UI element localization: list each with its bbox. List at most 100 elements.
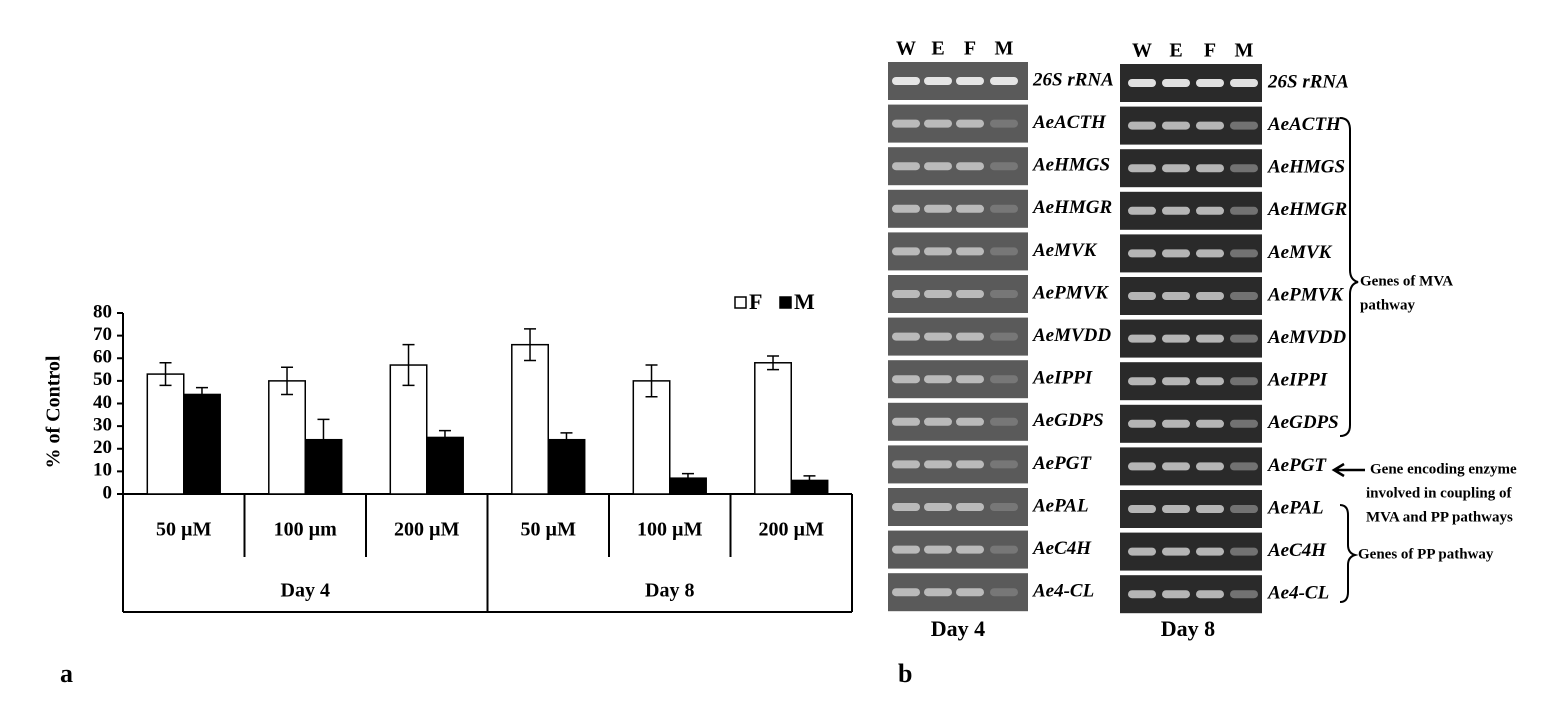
bar <box>146 373 185 495</box>
bar <box>511 343 549 495</box>
gene-label: Ae4-CL <box>1267 583 1329 604</box>
gel-band <box>892 247 920 256</box>
day-label: Day 8 <box>1161 616 1215 641</box>
gel-band <box>1162 505 1190 513</box>
gene-label: AeHMGS <box>1267 157 1345 178</box>
bar <box>268 380 306 495</box>
gene-label: AeGDPS <box>1032 410 1104 431</box>
gene-label: AeIPPI <box>1267 370 1328 391</box>
gene-label: AePMVK <box>1267 284 1344 305</box>
gel-band <box>1162 292 1190 300</box>
gel-band <box>1196 419 1224 428</box>
error-bar <box>159 362 172 387</box>
gel-band <box>924 204 952 213</box>
gene-label: AeACTH <box>1267 114 1342 135</box>
gel-band <box>956 332 984 341</box>
error-bar <box>767 355 780 371</box>
y-tick-label: 30 <box>93 414 112 435</box>
gel-band <box>1162 590 1190 599</box>
lane-label: M <box>1235 40 1254 62</box>
gel-band <box>892 460 920 469</box>
gel-band <box>1196 206 1224 215</box>
x-tick-label: 50 µM <box>521 519 577 541</box>
gene-label: AeMVDD <box>1032 325 1111 346</box>
gene-label: Ae4-CL <box>1032 581 1094 602</box>
gel-band <box>1196 334 1224 343</box>
gel-band <box>1230 547 1258 556</box>
gene-label: AeGDPS <box>1267 412 1339 433</box>
legend-swatch <box>779 296 792 309</box>
gel-band <box>990 162 1018 171</box>
gel-band <box>1196 292 1224 300</box>
bar <box>183 393 221 495</box>
gel-band <box>956 119 984 128</box>
gel-band <box>924 503 952 511</box>
error-bar <box>317 418 330 461</box>
gel-band <box>1196 547 1224 556</box>
gel-band <box>924 545 952 554</box>
gel-band <box>892 119 920 128</box>
gel-band <box>924 77 952 85</box>
gel-band <box>892 545 920 554</box>
gel-band <box>990 247 1018 256</box>
gel-band <box>924 417 952 426</box>
error-bar <box>803 475 816 486</box>
gel-band <box>956 204 984 213</box>
arrow <box>1331 462 1365 478</box>
bracket <box>1339 117 1359 437</box>
gel-band <box>892 417 920 426</box>
gel-band <box>1196 121 1224 130</box>
bar <box>632 380 671 495</box>
lane-label: E <box>1169 40 1182 62</box>
y-tick-label: 70 <box>93 324 112 345</box>
gel-band <box>892 77 920 85</box>
bar <box>426 436 464 495</box>
gel-band <box>1230 419 1258 428</box>
gel-band <box>990 77 1018 85</box>
gel-band <box>1128 79 1156 87</box>
x-tick-label: 200 µM <box>759 519 825 541</box>
panel-label: b <box>898 659 912 688</box>
lane-label: W <box>896 38 916 60</box>
gel-band <box>990 204 1018 213</box>
gel-band <box>990 119 1018 128</box>
gel-band <box>1196 249 1224 258</box>
group-label: Day 4 <box>281 580 330 602</box>
gel-band <box>1162 334 1190 343</box>
gel-band <box>924 460 952 469</box>
gel-band <box>1162 206 1190 215</box>
gel-band <box>892 588 920 597</box>
gene-label: AeACTH <box>1032 112 1107 133</box>
bracket <box>1339 504 1359 603</box>
lane-label: W <box>1132 40 1152 62</box>
gene-label: 26S rRNA <box>1267 71 1349 92</box>
gene-label: AeHMGR <box>1032 197 1112 218</box>
gel-band <box>1230 164 1258 173</box>
gel-band <box>956 77 984 85</box>
error-bar <box>195 386 208 402</box>
gel-band <box>1230 249 1258 258</box>
gel-band <box>892 290 920 298</box>
gel-band <box>990 417 1018 426</box>
gel-band <box>924 588 952 597</box>
gene-label: 26S rRNA <box>1032 69 1114 90</box>
gel-band <box>1196 79 1224 87</box>
gel-band <box>1196 505 1224 513</box>
gel-band <box>1230 590 1258 599</box>
annotation: Genes of MVA <box>1360 273 1453 289</box>
gel-band <box>956 247 984 256</box>
gel-band <box>1128 505 1156 513</box>
gel-band <box>956 460 984 469</box>
gel-band <box>1230 505 1258 513</box>
gel-band <box>1196 377 1224 386</box>
gene-label: AeMVK <box>1267 242 1333 263</box>
gel-band <box>1128 334 1156 343</box>
gel-band <box>1196 164 1224 173</box>
gel-band <box>990 375 1018 384</box>
error-bar <box>281 366 294 396</box>
legend-swatch <box>734 296 747 309</box>
gene-label: AeC4H <box>1032 538 1092 559</box>
gel-band <box>924 375 952 384</box>
bar <box>389 364 428 495</box>
